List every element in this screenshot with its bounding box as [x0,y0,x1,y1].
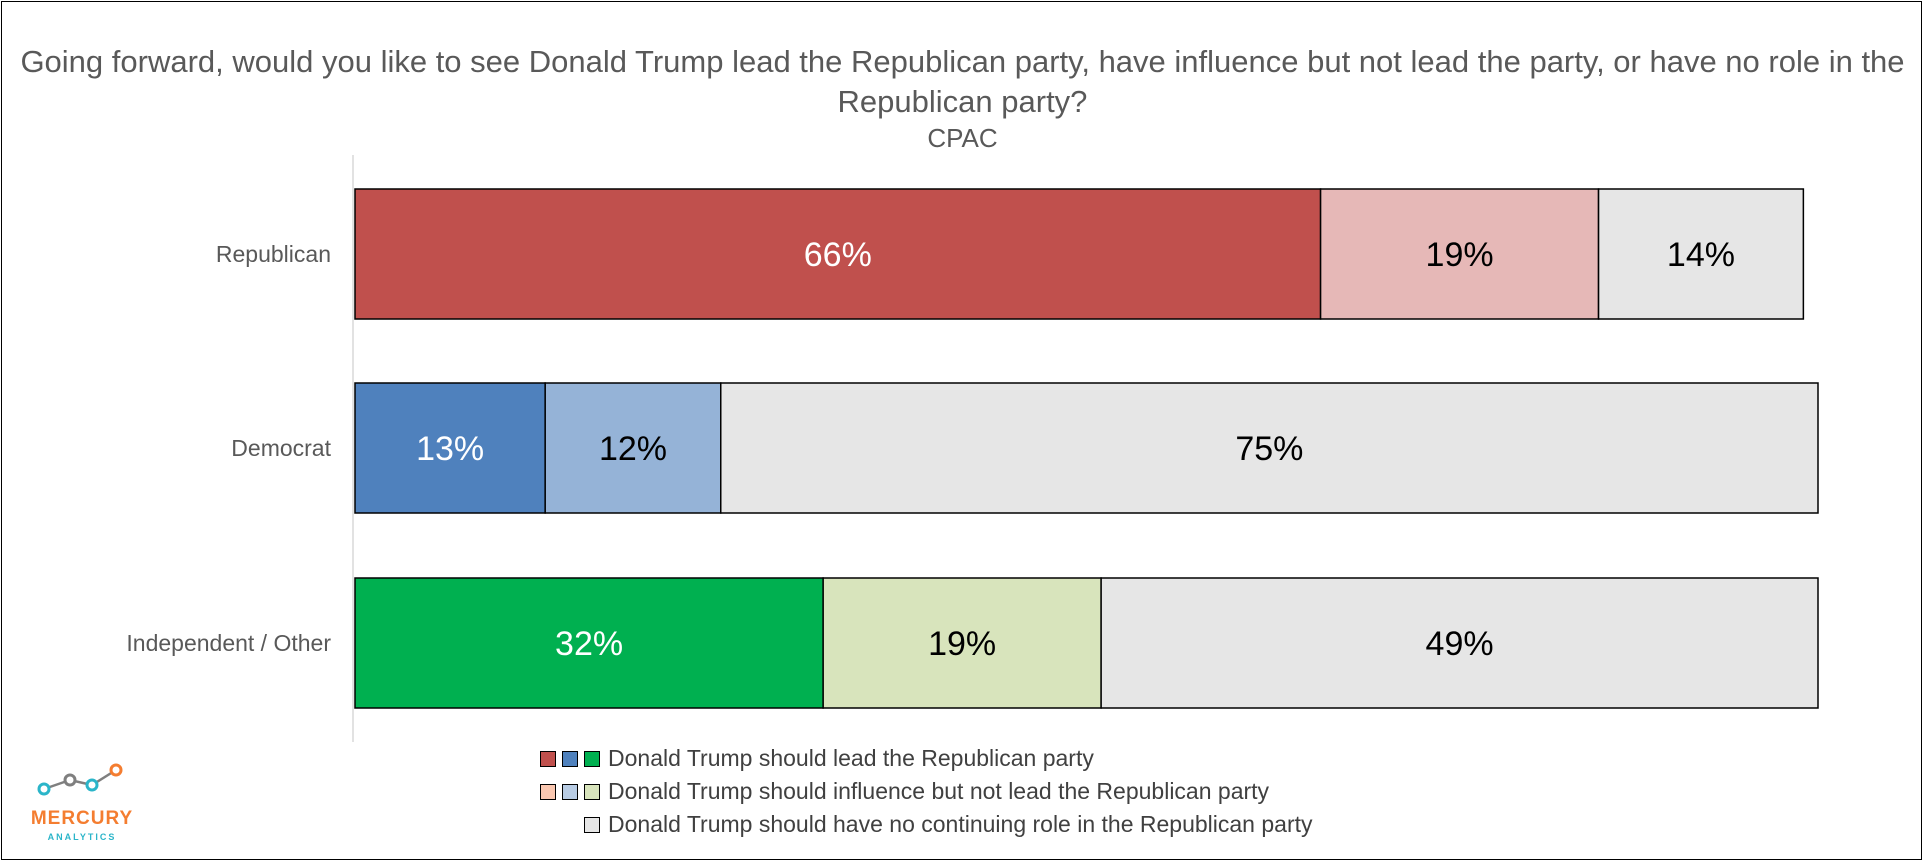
category-label: Democrat [231,435,331,461]
legend-swatch [540,783,556,800]
legend-label: Donald Trump should have no continuing r… [608,811,1313,837]
data-label: 12% [599,430,667,468]
data-label: 75% [1235,430,1303,468]
legend-label: Donald Trump should lead the Republican … [608,745,1094,771]
mercury-analytics-logo-icon [37,763,123,796]
legend-swatch [584,750,600,767]
legend-item-no-role: Donald Trump should have no continuing r… [540,808,1313,841]
data-label: 66% [804,236,872,274]
data-label: 49% [1426,625,1494,663]
legend-item-influence: Donald Trump should influence but not le… [540,775,1313,808]
legend-swatch [584,816,600,833]
legend: Donald Trump should lead the Republican … [540,742,1313,841]
data-label: 32% [555,625,623,663]
bar-segment [822,577,1102,709]
data-label: 19% [1426,236,1494,274]
chart-subtitle: CPAC [927,123,998,153]
legend-item-lead: Donald Trump should lead the Republican … [540,742,1313,775]
data-label: 13% [416,430,484,468]
bar-segment [1597,188,1805,320]
legend-swatch [540,750,556,767]
category-label: Republican [216,241,331,267]
logo-tagline: ANALYTICS [47,832,117,842]
bar-segment [544,382,722,514]
bar-segment [1100,577,1819,709]
legend-swatch [584,783,600,800]
legend-label: Donald Trump should influence but not le… [608,778,1270,804]
bar-segment [1319,188,1600,320]
data-label: 14% [1667,236,1735,274]
chart-title: Going forward, would you like to see Don… [20,44,1905,119]
bar-segment [720,382,1819,514]
logo-name: MERCURY [30,808,134,829]
legend-swatch [562,750,578,767]
legend-swatch [562,783,578,800]
bar-segment [354,382,546,514]
bar-segment [354,188,1322,320]
category-label: Independent / Other [126,630,331,656]
data-label: 19% [928,625,996,663]
bar-segment [354,577,824,709]
